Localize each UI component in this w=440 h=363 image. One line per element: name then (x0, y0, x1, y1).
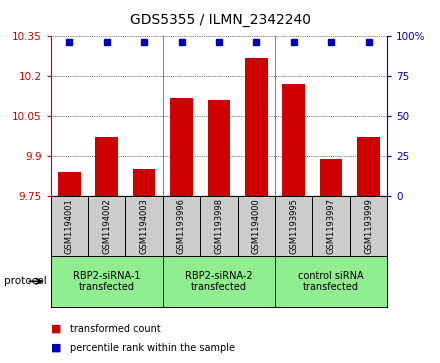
Text: RBP2-siRNA-2
transfected: RBP2-siRNA-2 transfected (185, 270, 253, 292)
Bar (170, 98, 193, 196)
Text: GDS5355 / ILMN_2342240: GDS5355 / ILMN_2342240 (129, 13, 311, 27)
Text: percentile rank within the sample: percentile rank within the sample (70, 343, 235, 353)
Bar (357, 138, 380, 196)
Bar (275, 196, 312, 256)
Bar (320, 159, 342, 196)
Bar (200, 196, 238, 256)
Bar (312, 196, 350, 256)
Bar (95, 138, 118, 196)
Text: transformed count: transformed count (70, 323, 161, 334)
Text: ■: ■ (51, 323, 61, 334)
Text: GSM1194002: GSM1194002 (102, 198, 111, 254)
Text: GSM1194001: GSM1194001 (65, 198, 74, 254)
Bar (58, 172, 81, 196)
Bar (88, 196, 125, 256)
Bar (163, 196, 200, 256)
Text: GSM1194000: GSM1194000 (252, 198, 261, 254)
Text: GSM1193996: GSM1193996 (177, 198, 186, 254)
Text: GSM1193999: GSM1193999 (364, 198, 373, 254)
Text: GSM1193995: GSM1193995 (289, 198, 298, 254)
Bar (133, 170, 155, 196)
Bar (238, 196, 275, 256)
Bar (350, 196, 387, 256)
Text: GSM1194003: GSM1194003 (139, 198, 149, 254)
Bar (51, 196, 88, 256)
Text: GSM1193997: GSM1193997 (326, 198, 336, 254)
Bar (245, 58, 268, 196)
Bar (275, 256, 387, 307)
Bar (282, 84, 305, 196)
Text: protocol: protocol (4, 276, 47, 286)
Text: control siRNA
transfected: control siRNA transfected (298, 270, 364, 292)
Bar (125, 196, 163, 256)
Text: ■: ■ (51, 343, 61, 353)
Text: RBP2-siRNA-1
transfected: RBP2-siRNA-1 transfected (73, 270, 140, 292)
Bar (163, 256, 275, 307)
Bar (208, 100, 230, 196)
Text: GSM1193998: GSM1193998 (214, 198, 224, 254)
Bar (51, 256, 163, 307)
